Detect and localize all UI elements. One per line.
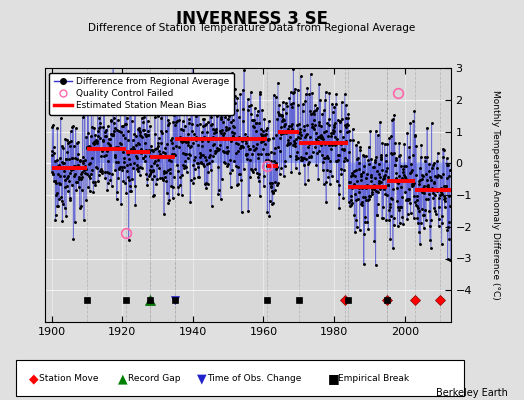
Text: Difference of Station Temperature Data from Regional Average: Difference of Station Temperature Data f… — [88, 23, 415, 33]
Y-axis label: Monthly Temperature Anomaly Difference (°C): Monthly Temperature Anomaly Difference (… — [492, 90, 500, 300]
Text: Record Gap: Record Gap — [128, 374, 181, 383]
Text: Empirical Break: Empirical Break — [338, 374, 409, 383]
Text: Berkeley Earth: Berkeley Earth — [436, 388, 508, 398]
Text: INVERNESS 3 SE: INVERNESS 3 SE — [176, 10, 328, 28]
Text: ◆: ◆ — [29, 372, 38, 385]
Text: ▲: ▲ — [118, 372, 127, 385]
Text: ▼: ▼ — [196, 372, 206, 385]
Legend: Difference from Regional Average, Quality Control Failed, Estimated Station Mean: Difference from Regional Average, Qualit… — [49, 72, 234, 115]
Text: Time of Obs. Change: Time of Obs. Change — [207, 374, 301, 383]
Text: ■: ■ — [328, 372, 339, 385]
Text: Station Move: Station Move — [39, 374, 99, 383]
